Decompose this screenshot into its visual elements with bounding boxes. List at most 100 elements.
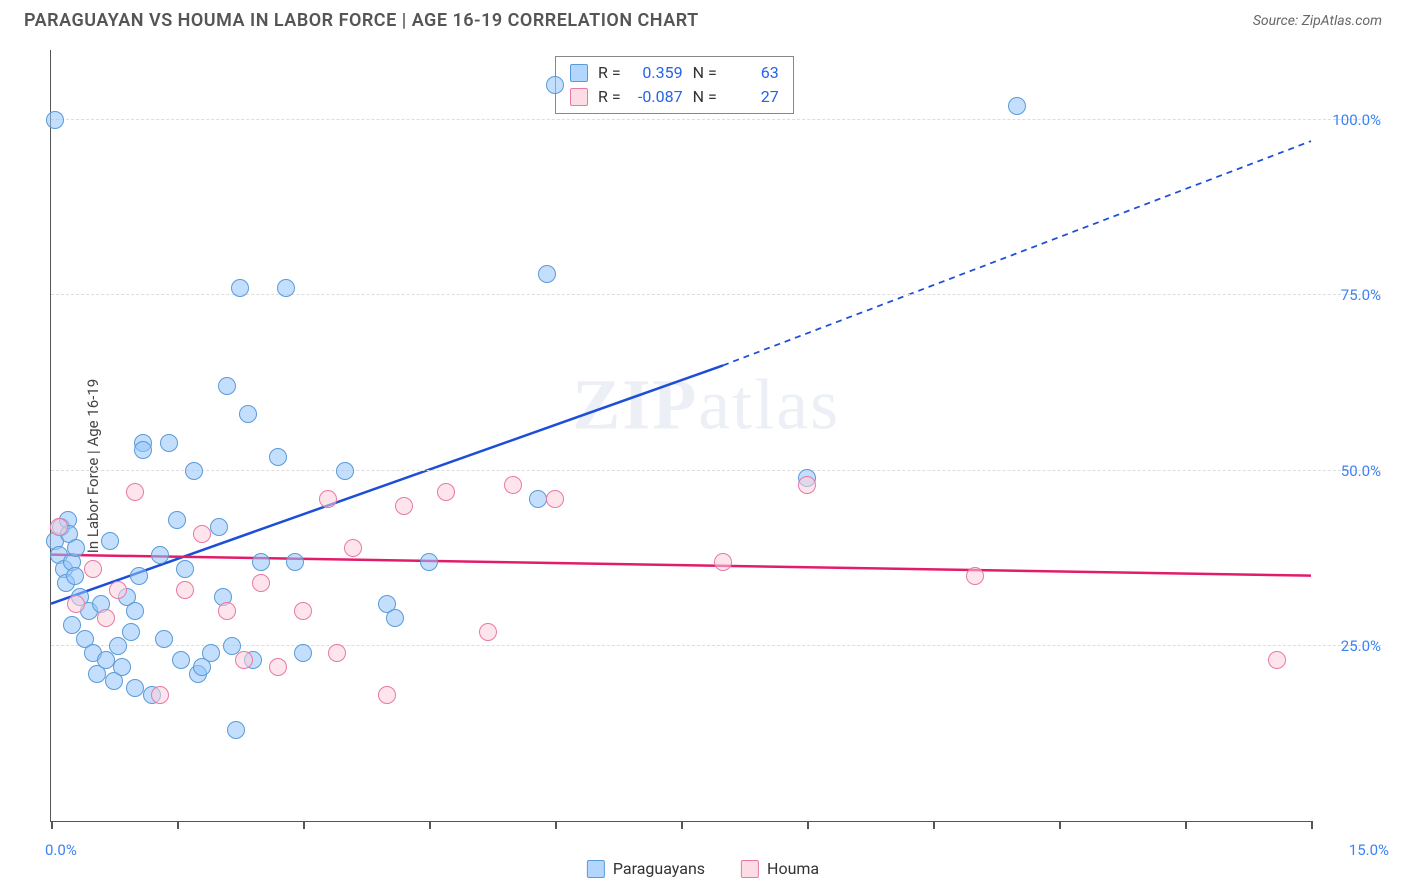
data-point-paraguayans [227, 721, 245, 739]
data-point-houma [235, 651, 253, 669]
data-point-houma [504, 476, 522, 494]
gridline [51, 294, 1381, 295]
x-tick [303, 821, 305, 829]
data-point-paraguayans [286, 553, 304, 571]
data-point-paraguayans [66, 567, 84, 585]
x-tick [177, 821, 179, 829]
data-point-houma [714, 553, 732, 571]
header-row: PARAGUAYAN VS HOUMA IN LABOR FORCE | AGE… [0, 0, 1406, 37]
data-point-houma [126, 483, 144, 501]
y-tick-label: 50.0% [1341, 462, 1381, 480]
x-tick [1311, 821, 1313, 829]
data-point-paraguayans [231, 279, 249, 297]
x-tick [51, 821, 53, 829]
x-tick [429, 821, 431, 829]
trend-line-houma [51, 555, 1311, 576]
data-point-paraguayans [97, 651, 115, 669]
data-point-paraguayans [420, 553, 438, 571]
x-tick [681, 821, 683, 829]
stats-r-label: R = [598, 85, 621, 109]
x-tick [1185, 821, 1187, 829]
data-point-paraguayans [151, 546, 169, 564]
data-point-houma [176, 581, 194, 599]
data-point-houma [479, 623, 497, 641]
y-tick-label: 75.0% [1341, 286, 1381, 304]
stats-row-paraguayans: R = 0.359 N = 63 [570, 61, 779, 85]
x-tick [933, 821, 935, 829]
gridline [51, 119, 1381, 120]
data-point-paraguayans [122, 623, 140, 641]
data-point-paraguayans [172, 651, 190, 669]
data-point-paraguayans [46, 111, 64, 129]
stats-row-houma: R = -0.087 N = 27 [570, 85, 779, 109]
legend-label: Houma [767, 859, 819, 878]
data-point-paraguayans [176, 560, 194, 578]
swatch-pink-icon [741, 860, 759, 878]
data-point-houma [50, 518, 68, 536]
chart-title: PARAGUAYAN VS HOUMA IN LABOR FORCE | AGE… [24, 10, 699, 31]
data-point-houma [395, 497, 413, 515]
data-point-houma [269, 658, 287, 676]
data-point-paraguayans [252, 553, 270, 571]
stats-n-label: N = [693, 61, 717, 85]
data-point-paraguayans [218, 377, 236, 395]
data-point-paraguayans [113, 658, 131, 676]
data-point-paraguayans [1008, 97, 1026, 115]
swatch-blue-icon [570, 64, 588, 82]
data-point-houma [378, 686, 396, 704]
stats-box: R = 0.359 N = 63 R = -0.087 N = 27 [555, 56, 794, 114]
data-point-houma [67, 595, 85, 613]
data-point-houma [218, 602, 236, 620]
data-point-houma [109, 581, 127, 599]
data-point-houma [798, 476, 816, 494]
data-point-paraguayans [529, 490, 547, 508]
data-point-houma [97, 609, 115, 627]
legend-label: Paraguayans [613, 859, 705, 878]
x-tick-label: 15.0% [1349, 841, 1389, 859]
data-point-paraguayans [126, 602, 144, 620]
gridline [51, 470, 1381, 471]
data-point-paraguayans [67, 539, 85, 557]
data-point-houma [966, 567, 984, 585]
data-point-paraguayans [202, 644, 220, 662]
data-point-paraguayans [63, 616, 81, 634]
data-point-paraguayans [386, 609, 404, 627]
legend-item-houma: Houma [741, 859, 819, 878]
data-point-paraguayans [101, 532, 119, 550]
data-point-paraguayans [160, 434, 178, 452]
data-point-paraguayans [294, 644, 312, 662]
gridline [51, 645, 1381, 646]
swatch-blue-icon [587, 860, 605, 878]
data-point-paraguayans [239, 405, 257, 423]
x-tick [807, 821, 809, 829]
data-point-paraguayans [168, 511, 186, 529]
data-point-paraguayans [277, 279, 295, 297]
data-point-paraguayans [336, 462, 354, 480]
chart-wrap: In Labor Force | Age 16-19 ZIPatlas R = … [0, 40, 1406, 892]
data-point-houma [344, 539, 362, 557]
data-point-houma [151, 686, 169, 704]
data-point-houma [193, 525, 211, 543]
stats-n-value: 27 [727, 85, 779, 109]
data-point-houma [546, 490, 564, 508]
x-tick-label: 0.0% [45, 841, 77, 859]
data-point-paraguayans [269, 448, 287, 466]
data-point-paraguayans [134, 441, 152, 459]
data-point-houma [328, 644, 346, 662]
trend-lines [51, 50, 1311, 821]
stats-n-label: N = [693, 85, 717, 109]
data-point-houma [294, 602, 312, 620]
trend-line-paraguayans [51, 365, 723, 603]
data-point-paraguayans [546, 76, 564, 94]
data-point-houma [437, 483, 455, 501]
data-point-houma [84, 560, 102, 578]
data-point-paraguayans [130, 567, 148, 585]
data-point-paraguayans [155, 630, 173, 648]
y-tick-label: 25.0% [1341, 637, 1381, 655]
data-point-paraguayans [126, 679, 144, 697]
data-point-paraguayans [538, 265, 556, 283]
x-tick [1059, 821, 1061, 829]
legend-item-paraguayans: Paraguayans [587, 859, 705, 878]
data-point-paraguayans [210, 518, 228, 536]
data-point-houma [319, 490, 337, 508]
